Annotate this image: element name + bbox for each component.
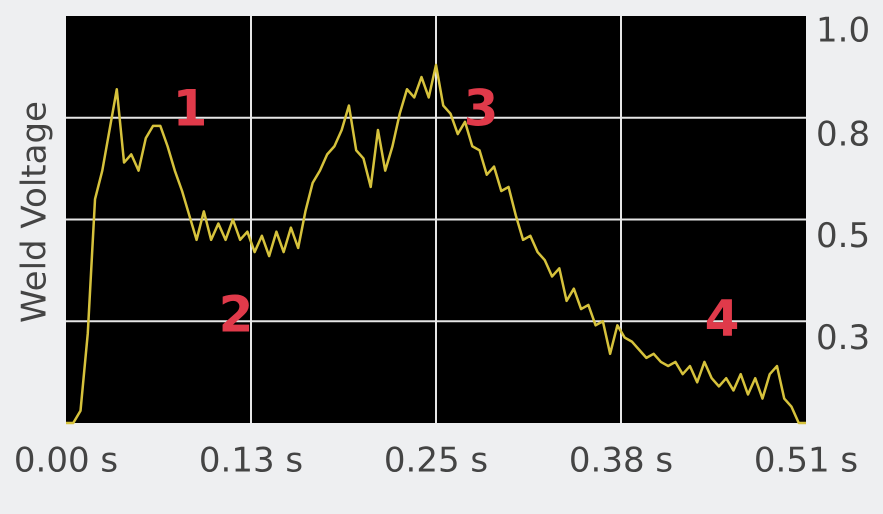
y-tick-label: 0.8: [816, 114, 870, 154]
x-tick-label: 0.25 s: [384, 441, 488, 481]
x-tick-label: 0.51 s: [754, 441, 858, 481]
y-tick-label: 0.5: [816, 216, 870, 256]
x-tick-label: 0.38 s: [569, 441, 673, 481]
annotation: 3: [464, 80, 499, 138]
x-tick-label: 0.00 s: [14, 441, 118, 481]
y-axis-label: Weld Voltage: [15, 101, 55, 323]
y-tick-label: 1.0: [816, 11, 870, 51]
y-tick-label: 0.3: [816, 318, 870, 358]
annotation: 2: [219, 286, 254, 344]
line: [66, 63, 806, 425]
annotation: 1: [173, 80, 208, 138]
x-tick-label: 0.13 s: [199, 441, 303, 481]
annotation: 4: [705, 290, 740, 348]
